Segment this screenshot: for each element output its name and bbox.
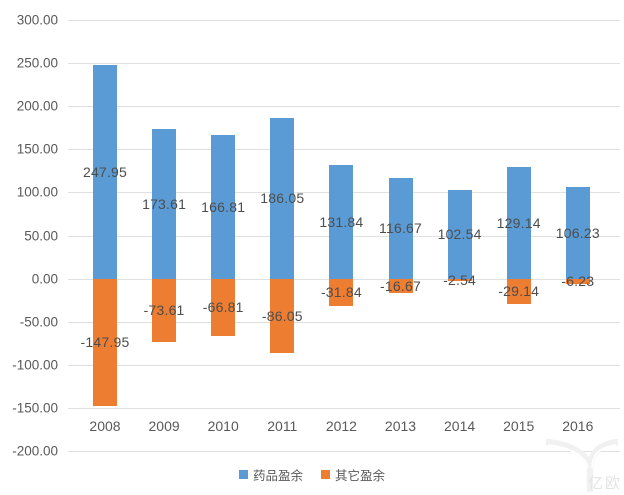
gridline	[68, 63, 620, 65]
y-tick-label: 150.00	[16, 141, 58, 157]
gridline	[68, 407, 620, 409]
x-tick-label-2010: 2010	[207, 418, 239, 434]
x-tick-label-2014: 2014	[444, 418, 476, 434]
x-tick-label-2011: 2011	[267, 418, 298, 434]
data-label: 173.61	[142, 195, 187, 212]
bar-segment-药品盈余-2015	[506, 167, 531, 279]
bar-segment-其它盈余-2011	[270, 278, 295, 353]
gridline	[68, 451, 620, 452]
y-tick-label: 0.00	[31, 271, 58, 287]
y-tick-label: 300.00	[16, 12, 58, 28]
x-tick-label-2016: 2016	[562, 418, 594, 434]
data-label: 106.23	[555, 224, 600, 241]
legend-item: 其它盈余	[321, 465, 385, 484]
data-label: -31.84	[320, 284, 362, 301]
legend-label: 其它盈余	[335, 469, 386, 483]
x-tick-label-2009: 2009	[148, 418, 180, 434]
data-label: 186.05	[260, 190, 305, 207]
y-tick-label: 200.00	[16, 98, 58, 114]
chart-legend: 药品盈余 其它盈余	[0, 465, 624, 484]
bar-segment-其它盈余-2008	[93, 278, 117, 407]
bar-segment-其它盈余-2015	[506, 278, 531, 304]
bar-segment-其它盈余-2009	[152, 278, 177, 343]
data-label: 166.81	[201, 198, 246, 215]
data-label: -6.23	[561, 273, 595, 290]
x-tick-label-2013: 2013	[384, 418, 417, 434]
bar-segment-药品盈余-2009	[152, 128, 177, 279]
gridline	[68, 364, 620, 366]
bar-segment-药品盈余-2008	[93, 64, 117, 279]
legend-swatch-icon	[321, 470, 330, 479]
bar-segment-药品盈余-2014	[447, 190, 472, 279]
data-label: 247.95	[82, 163, 128, 180]
data-label: -29.14	[498, 283, 540, 300]
bar-segment-药品盈余-2011	[270, 118, 295, 279]
data-label: -66.81	[202, 299, 244, 316]
legend-swatch-icon	[238, 470, 248, 479]
y-tick-label: -150.00	[12, 400, 58, 416]
bar-segment-其它盈余-2014	[447, 278, 472, 281]
bar-segment-药品盈余-2016	[565, 187, 590, 279]
gridline	[68, 20, 620, 21]
bar-segment-药品盈余-2013	[388, 178, 413, 279]
x-tick-label-2015: 2015	[503, 418, 535, 434]
legend-item: 药品盈余	[238, 465, 303, 484]
bar-segment-其它盈余-2013	[388, 278, 413, 293]
gridline	[68, 321, 620, 323]
x-tick-label-2012: 2012	[325, 418, 357, 434]
gridline	[68, 149, 620, 151]
data-label: -16.67	[380, 277, 421, 294]
y-tick-label: 250.00	[16, 55, 58, 71]
legend-label: 药品盈余	[252, 469, 303, 483]
bar-segment-其它盈余-2010	[211, 278, 236, 337]
data-label: -147.95	[80, 334, 130, 351]
data-label: 116.67	[379, 220, 422, 237]
x-tick-label-2008: 2008	[89, 418, 121, 434]
data-label: -73.61	[143, 302, 185, 319]
data-label: -86.05	[261, 307, 303, 324]
bar-segment-药品盈余-2010	[211, 134, 236, 279]
data-label: 102.54	[437, 226, 482, 243]
bar-segment-药品盈余-2012	[329, 165, 354, 279]
y-tick-label: 50.00	[24, 228, 58, 243]
data-label: -2.54	[443, 271, 477, 288]
bar-segment-其它盈余-2012	[329, 278, 354, 306]
y-tick-label: 100.00	[16, 184, 58, 200]
y-tick-label: -100.00	[12, 357, 58, 373]
data-label: 129.14	[496, 214, 541, 231]
bar-segment-其它盈余-2016	[565, 278, 590, 284]
gridline	[68, 106, 620, 108]
y-tick-label: -50.00	[19, 314, 58, 330]
data-label: 131.84	[319, 213, 364, 230]
y-tick-label: -200.00	[12, 443, 58, 459]
